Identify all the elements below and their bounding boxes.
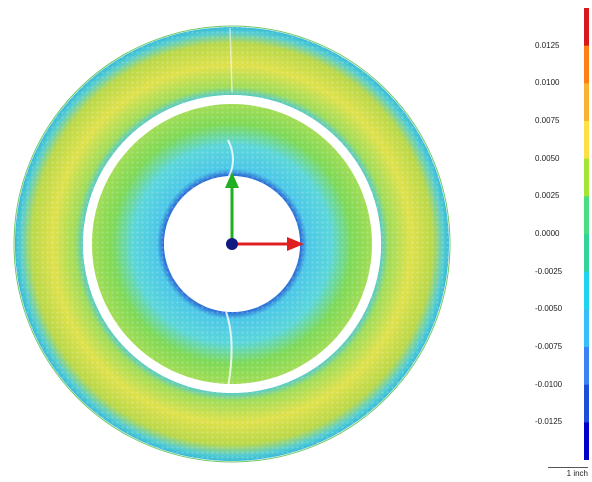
legend-tick-label: -0.0075 (535, 342, 563, 351)
legend-tick-label: -0.0025 (535, 266, 563, 276)
legend-color-segment (584, 8, 589, 47)
legend-color-segment (584, 347, 589, 386)
legend-tick-label: 0.0075 (535, 116, 560, 125)
legend-color-segment (584, 271, 589, 310)
x-arrow-head (287, 237, 304, 251)
legend-tick-label: -0.0125 (535, 417, 563, 427)
axis-triad (225, 172, 304, 251)
legend-color-segment (584, 45, 589, 84)
legend-tick-label: 0.0125 (535, 40, 560, 50)
legend-color-segment (584, 384, 589, 423)
scale-bar-label: 1 inch (566, 469, 588, 478)
legend-tick-label: -0.0100 (535, 379, 563, 389)
scale-bar (548, 467, 588, 468)
legend-tick-label: -0.0050 (535, 304, 563, 314)
legend-color-segment (584, 83, 589, 122)
legend-color-segment (584, 121, 589, 160)
color-legend-bar (584, 8, 589, 460)
legend-color-segment (584, 309, 589, 348)
legend-tick-label: 0.0050 (535, 153, 560, 163)
origin-marker (226, 238, 238, 250)
outer-ring (13, 25, 451, 463)
inner-ring (91, 104, 372, 389)
legend-color-segment (584, 196, 589, 235)
y-arrow-head (225, 172, 239, 188)
legend-color-segment (584, 234, 589, 273)
legend-color-segment (584, 422, 589, 460)
legend-tick-label: 0.0025 (535, 191, 560, 201)
legend-tick-label: 0.0100 (535, 78, 560, 88)
legend-tick-label: 0.0000 (535, 229, 560, 238)
legend-color-segment (584, 158, 589, 197)
